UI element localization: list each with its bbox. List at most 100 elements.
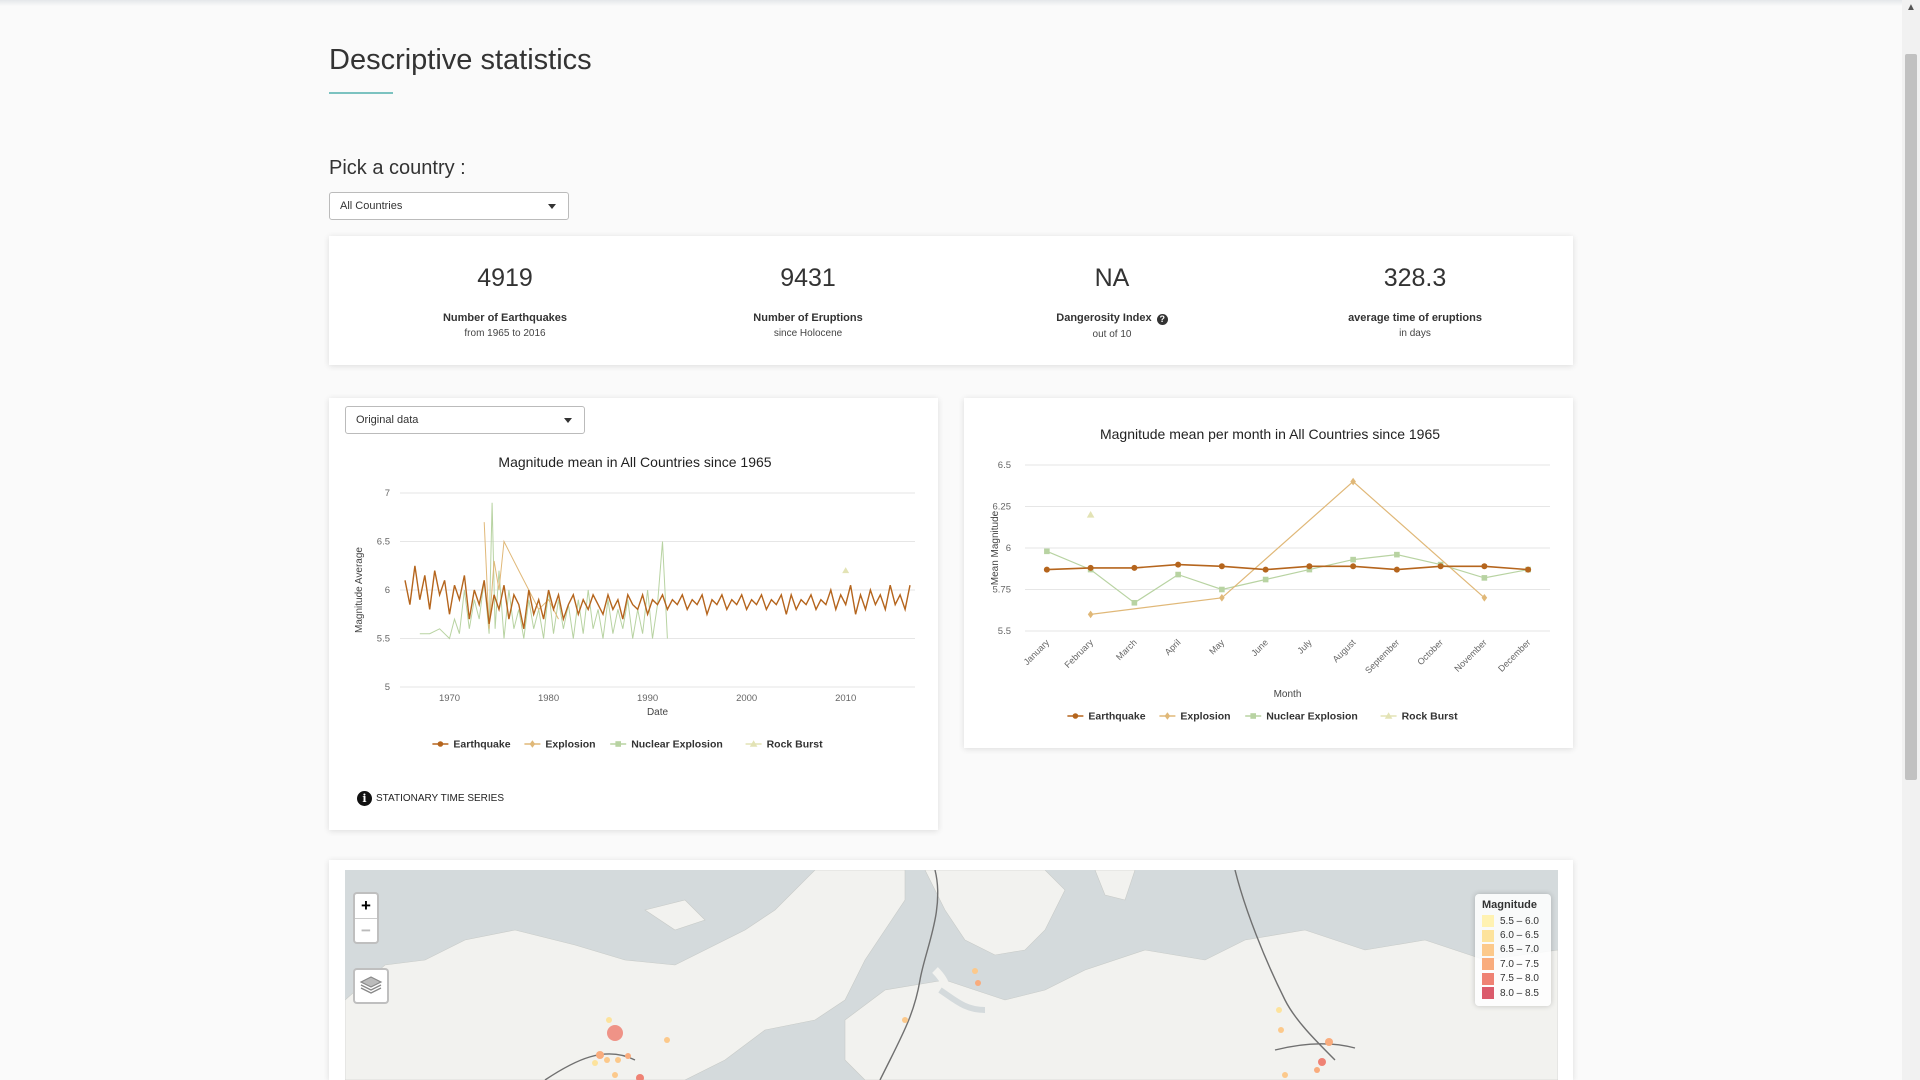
legend-marker [1250, 713, 1256, 719]
legend-item: 7.5 – 8.0 [1482, 972, 1544, 986]
x-tick-label: December [1496, 637, 1532, 673]
stat-label: Number of Earthquakes [442, 312, 568, 324]
legend-label: 6.5 – 7.0 [1500, 944, 1539, 956]
magnitude-monthly-chart: Magnitude mean per month in All Countrie… [990, 426, 1550, 723]
series-point-earthquake [1262, 566, 1269, 573]
magnitude-time-series-chart: Magnitude mean in All Countries since 19… [354, 454, 915, 751]
y-axis-label: Magnitude Average [354, 547, 365, 633]
chevron-down-icon [564, 418, 572, 423]
y-tick-label: 6.5 [998, 460, 1011, 471]
x-tick-label: 1970 [439, 693, 460, 704]
stats-card: 4919 Number of Earthquakes from 1965 to … [329, 236, 1573, 365]
legend-title: Magnitude [1482, 899, 1537, 911]
legend-swatch [1482, 943, 1494, 956]
legend-label: Rock Burst [767, 739, 824, 751]
zoom-out-button[interactable]: − [355, 918, 377, 942]
series-point-earthquake [1043, 566, 1050, 573]
y-tick-label: 7 [385, 488, 390, 499]
legend-label: Earthquake [453, 739, 510, 751]
legend-label: Nuclear Explosion [631, 739, 723, 751]
zoom-in-button[interactable]: + [361, 896, 371, 915]
stat-label-wrap: Dangerosity Index ? [972, 312, 1252, 325]
legend-marker [1384, 712, 1393, 719]
series-line-explosion [483, 522, 559, 629]
series-line-earthquake [404, 565, 911, 629]
x-axis-label: Month [1274, 689, 1302, 700]
chevron-down-icon [548, 204, 556, 209]
country-select[interactable]: All Countries [329, 192, 569, 220]
legend-label: Earthquake [1088, 711, 1145, 723]
title-underline [329, 92, 393, 94]
scroll-up-arrow-icon[interactable]: ▲ [1906, 2, 1916, 13]
series-point-nuclear-explosion [1350, 556, 1356, 563]
x-tick-label: March [1114, 637, 1139, 662]
legend-marker [529, 740, 536, 748]
legend-item: 5.5 – 6.0 [1482, 914, 1544, 928]
layers-button[interactable] [353, 968, 389, 1004]
stat-value: 328.3 [1383, 264, 1447, 292]
stationary-info-text: STATIONARY TIME SERIES [376, 793, 504, 804]
series-point-nuclear-explosion [1175, 571, 1181, 578]
stat-value: NA [1094, 264, 1130, 292]
layers-icon [359, 976, 383, 994]
stat-sub: since Holocene [773, 328, 843, 339]
series-point-rock-burst [1086, 511, 1095, 518]
legend-marker [749, 740, 758, 747]
x-tick-label: August [1331, 637, 1358, 664]
legend-label: Explosion [545, 739, 595, 751]
x-tick-label: 1980 [538, 693, 559, 704]
x-axis-label: Date [647, 707, 669, 718]
data-type-select[interactable]: Original data [345, 406, 585, 434]
question-circle-icon[interactable]: ? [1156, 314, 1168, 325]
y-tick-label: 5.5 [998, 626, 1011, 637]
legend-marker [1072, 713, 1079, 719]
country-select-value: All Countries [340, 200, 403, 212]
y-tick-label: 5 [385, 682, 390, 693]
series-line-nuclear-explosion [1046, 550, 1529, 604]
earthquake-map[interactable]: + − Magnitude 5.5 – 6.0 6.0 – 6.5 6.5 – 7.… [345, 870, 1558, 1080]
series-point-nuclear-explosion [1262, 576, 1269, 583]
series-point-nuclear-explosion [1394, 551, 1400, 558]
y-axis-label: Mean Magnitude [990, 510, 1001, 585]
x-tick-label: October [1415, 637, 1445, 667]
y-tick-label: 5.5 [377, 634, 390, 645]
legend-item: 6.5 – 7.0 [1482, 943, 1544, 957]
legend-label: 6.0 – 6.5 [1500, 930, 1539, 942]
x-tick-label: November [1452, 637, 1488, 673]
legend-swatch [1482, 972, 1494, 985]
series-point-nuclear-explosion [1131, 599, 1138, 606]
x-tick-label: May [1207, 637, 1226, 656]
legend-label: 7.5 – 8.0 [1500, 973, 1539, 985]
time-series-card: Original data [329, 398, 938, 830]
legend-item: 7.0 – 7.5 [1482, 957, 1544, 971]
stat-eruptions: 9431 Number of Eruptions since Holocene [668, 264, 948, 339]
magnitude-legend: Magnitude 5.5 – 6.0 6.0 – 6.5 6.5 – 7.0 7.0… [1475, 894, 1551, 1006]
y-tick-label: 6 [1006, 543, 1011, 554]
stat-sub: out of 10 [1092, 329, 1132, 340]
legend-swatch [1482, 987, 1494, 1000]
legend-marker [615, 741, 621, 747]
x-tick-label: June [1249, 637, 1270, 658]
x-tick-label: 2010 [835, 693, 856, 704]
zoom-control: + − [353, 892, 379, 944]
series-point-nuclear-explosion [1044, 548, 1050, 555]
vertical-scrollbar[interactable]: ▲ [1902, 0, 1920, 1080]
stat-value: 9431 [780, 264, 836, 292]
series-point-earthquake [1481, 563, 1488, 570]
series-point-earthquake [1175, 561, 1182, 568]
series-point-earthquake [1131, 564, 1138, 571]
legend-item: 8.0 – 8.5 [1482, 986, 1544, 1000]
series-line-earthquake [1046, 563, 1529, 571]
scrollbar-thumb[interactable] [1905, 54, 1917, 780]
series-point-explosion [1087, 610, 1094, 619]
legend-swatch [1482, 958, 1494, 971]
stationary-info: i STATIONARY TIME SERIES [357, 791, 504, 806]
page-title: Descriptive statistics [329, 44, 592, 76]
series-line-explosion [1090, 480, 1485, 615]
legend-label: 5.5 – 6.0 [1500, 915, 1539, 927]
monthly-card [964, 398, 1573, 748]
y-tick-label: 6.5 [377, 537, 390, 548]
legend-swatch [1482, 915, 1494, 928]
series-point-earthquake [1087, 564, 1094, 571]
info-circle-icon[interactable]: i [357, 791, 372, 806]
